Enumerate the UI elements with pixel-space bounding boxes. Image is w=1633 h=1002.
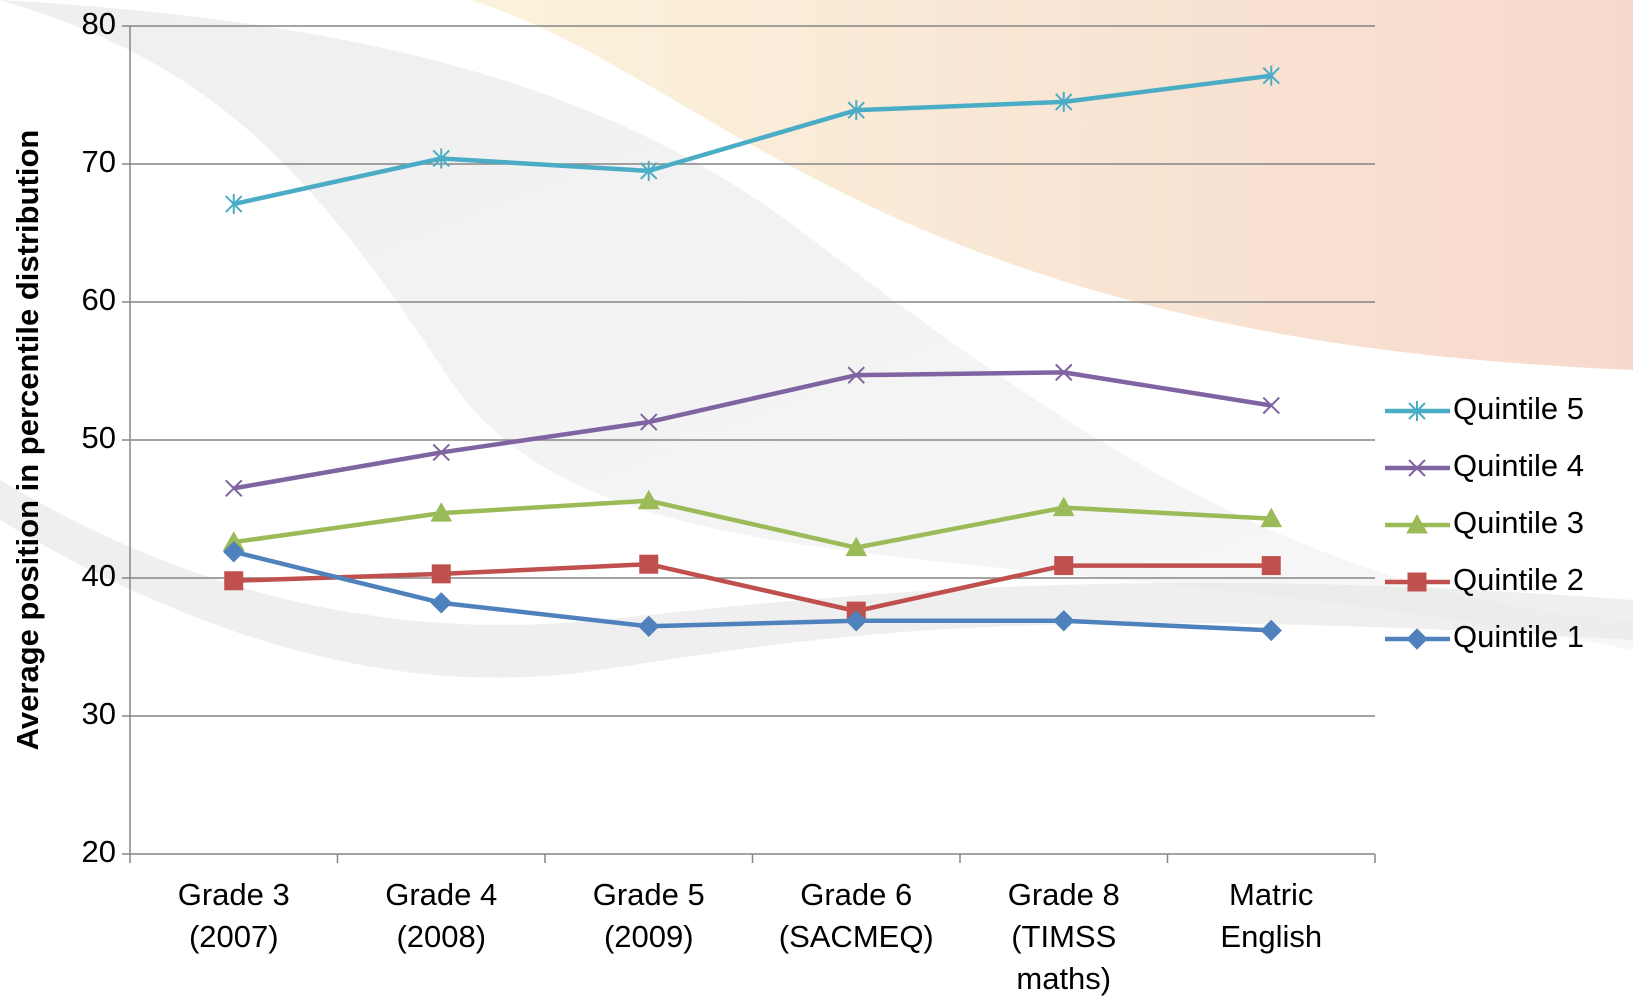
marker bbox=[1407, 572, 1427, 592]
marker bbox=[1054, 556, 1074, 576]
series-line bbox=[233, 73, 1272, 207]
marker bbox=[639, 554, 659, 574]
marker bbox=[225, 194, 243, 215]
legend-label: Quintile 3 bbox=[1453, 505, 1584, 540]
marker bbox=[430, 592, 452, 614]
marker bbox=[1408, 401, 1426, 421]
marker bbox=[432, 148, 450, 169]
series-line bbox=[233, 498, 1272, 550]
marker bbox=[845, 536, 868, 557]
legend-label: Quintile 4 bbox=[1453, 448, 1584, 483]
marker bbox=[640, 413, 658, 431]
x-tick-label: Grade 8 (TIMSS maths) bbox=[1007, 877, 1120, 996]
x-tick-label: Matric English bbox=[1220, 877, 1323, 954]
marker bbox=[225, 479, 243, 498]
y-tick-label: 50 bbox=[82, 420, 116, 455]
x-tick-label: Grade 4 (2008) bbox=[385, 877, 498, 954]
marker bbox=[430, 502, 453, 522]
marker bbox=[1053, 610, 1075, 632]
marker bbox=[1260, 619, 1282, 642]
marker bbox=[1406, 628, 1428, 650]
series-line bbox=[233, 561, 1272, 614]
marker bbox=[1262, 396, 1280, 415]
background-swoosh bbox=[470, 0, 1633, 370]
marker bbox=[1261, 556, 1281, 576]
marker bbox=[1260, 507, 1283, 528]
marker bbox=[637, 489, 660, 510]
marker bbox=[638, 615, 660, 638]
marker bbox=[432, 443, 450, 462]
marker bbox=[640, 160, 658, 181]
y-axis-title: Average position in percentile distribut… bbox=[10, 130, 45, 751]
marker bbox=[847, 366, 865, 384]
y-tick-label: 20 bbox=[82, 834, 116, 869]
marker bbox=[1055, 91, 1073, 112]
series-line bbox=[233, 370, 1272, 491]
background-swoosh bbox=[0, 0, 1633, 650]
background-swoosh bbox=[0, 480, 1633, 678]
marker bbox=[224, 571, 244, 591]
legend-label: Quintile 5 bbox=[1453, 391, 1584, 426]
y-tick-label: 40 bbox=[82, 558, 116, 593]
marker bbox=[847, 100, 865, 121]
marker bbox=[223, 541, 245, 563]
x-tick-label: Grade 6 (SACMEQ) bbox=[778, 877, 934, 954]
marker bbox=[1055, 363, 1073, 382]
marker bbox=[431, 564, 451, 584]
marker bbox=[1406, 513, 1428, 534]
marker bbox=[1052, 496, 1075, 517]
legend-label: Quintile 2 bbox=[1453, 562, 1584, 597]
y-tick-label: 80 bbox=[82, 6, 116, 41]
marker bbox=[845, 610, 867, 632]
legend-label: Quintile 1 bbox=[1453, 619, 1584, 654]
marker bbox=[1262, 65, 1280, 86]
y-tick-label: 70 bbox=[82, 144, 116, 179]
marker bbox=[1408, 459, 1426, 477]
y-tick-label: 30 bbox=[82, 696, 116, 731]
x-tick-label: Grade 3 (2007) bbox=[177, 877, 290, 954]
x-tick-label: Grade 5 (2009) bbox=[592, 877, 705, 954]
y-tick-label: 60 bbox=[82, 282, 116, 317]
series-line bbox=[233, 549, 1272, 633]
